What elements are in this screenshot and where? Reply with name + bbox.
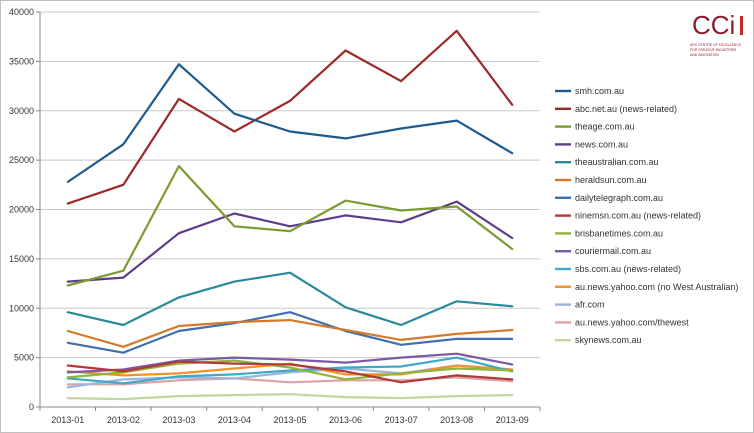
x-tick-label: 2013-07 — [385, 415, 418, 425]
y-tick-label: 5000 — [14, 353, 34, 363]
series-line — [66, 63, 514, 183]
series-line — [66, 352, 514, 374]
legend-label: theage.com.au — [575, 122, 635, 132]
series-line — [66, 319, 514, 348]
legend-label: news.com.au — [575, 139, 628, 149]
legend: smh.com.au abc.net.au (news-related) theag… — [555, 86, 738, 345]
y-tick-label: 10000 — [9, 303, 34, 313]
logo-accent-bar — [740, 16, 743, 35]
y-tick-label: 30000 — [9, 106, 34, 116]
x-tick-label: 2013-04 — [218, 415, 251, 425]
gridlines — [40, 11, 540, 359]
series-line — [66, 360, 514, 384]
series-line — [66, 356, 514, 385]
y-tick-label: 35000 — [9, 56, 34, 66]
y-tick-label: 25000 — [9, 155, 34, 165]
series-line — [66, 271, 514, 327]
x-tick-label: 2013-03 — [162, 415, 195, 425]
legend-label: abc.net.au (news-related) — [575, 104, 677, 114]
logo-caption-line-1: ARC CENTRE OF EXCELLENCE — [690, 43, 742, 47]
legend-label: smh.com.au — [575, 86, 624, 96]
legend-label: dailytelegraph.com.au — [575, 193, 663, 203]
series-lines — [66, 29, 514, 401]
legend-label: sbs.com.au (news-related) — [575, 264, 681, 274]
y-tick-label: 40000 — [9, 7, 34, 17]
legend-label: afr.com — [575, 300, 605, 310]
x-tick-label: 2013-02 — [107, 415, 140, 425]
legend-label: theaustralian.com.au — [575, 157, 659, 167]
legend-label: au.news.yahoo.com (no West Australian) — [575, 282, 738, 292]
legend-label: brisbanetimes.com.au — [575, 228, 663, 238]
series-line — [66, 393, 514, 401]
y-tick-label: 20000 — [9, 205, 34, 215]
legend-label: au.news.yahoo.com/thewest — [575, 317, 689, 327]
x-tick-label: 2013-08 — [440, 415, 473, 425]
x-tick-label: 2013-05 — [273, 415, 306, 425]
legend-label: couriermail.com.au — [575, 246, 651, 256]
series-line — [66, 359, 514, 381]
logo-letters: CCi — [692, 10, 735, 40]
y-tick-label: 15000 — [9, 254, 34, 264]
legend-label: ninemsn.com.au (news-related) — [575, 211, 701, 221]
x-tick-label: 2013-01 — [51, 415, 84, 425]
cci-logo: CCi ARC CENTRE OF EXCELLENCE FOR CREATIV… — [688, 6, 752, 62]
logo-caption-line-3: AND INNOVATION — [690, 53, 719, 57]
x-tick-label: 2013-06 — [329, 415, 362, 425]
axes: 0 5000 10000 15000 20000 25000 30000 35000 40000… — [9, 7, 541, 425]
logo-caption-line-2: FOR CREATIVE INDUSTRIES — [690, 48, 737, 52]
series-line — [66, 29, 514, 205]
y-tick-label: 0 — [29, 402, 34, 412]
legend-label: heraldsun.com.au — [575, 175, 647, 185]
series-line — [66, 200, 514, 283]
x-tick-label: 2013-09 — [496, 415, 529, 425]
legend-label: skynews.com.au — [575, 335, 642, 345]
series-line — [66, 165, 514, 287]
series-line — [66, 311, 514, 354]
